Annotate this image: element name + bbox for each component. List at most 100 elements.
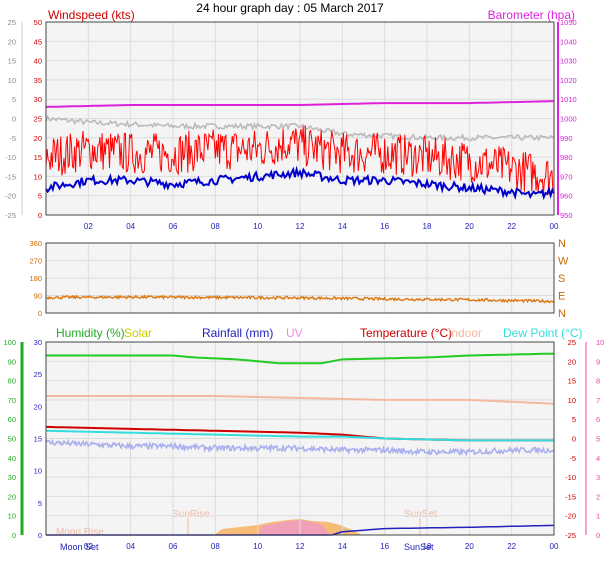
humidity-label: Humidity (%) xyxy=(56,326,125,340)
rainfall-label: Rainfall (mm) xyxy=(202,326,273,340)
outer-left-tick-label: 20 xyxy=(8,37,16,46)
x-tick-label: 16 xyxy=(380,222,389,231)
x-tick-label: 22 xyxy=(507,222,516,231)
x-tick-label: 00 xyxy=(550,542,559,551)
temperature-tick-label: 15 xyxy=(568,377,576,386)
x-tick-label: 10 xyxy=(253,222,262,231)
x-tick-label: 22 xyxy=(507,542,516,551)
compass-label: S xyxy=(558,273,565,285)
x-tick-label: 04 xyxy=(126,222,135,231)
barometer-tick-label: 1020 xyxy=(560,76,577,85)
humidity-tick-label: 0 xyxy=(12,531,16,540)
x-tick-label: 14 xyxy=(338,542,347,551)
temperature-panel-border xyxy=(45,341,555,536)
x-tick-label: 04 xyxy=(126,542,135,551)
barometer-tick-label: 960 xyxy=(560,192,573,201)
uv-tick-label: 8 xyxy=(596,377,600,386)
barometer-line xyxy=(45,100,555,108)
temperature-tick-label: -10 xyxy=(565,473,576,482)
temperature-tick-label: 10 xyxy=(568,396,576,405)
chart-title: 24 hour graph day : 05 March 2017 xyxy=(196,1,384,15)
moon-rise-annotation: Moon Rise xyxy=(56,527,104,538)
barometer-tick-label: 970 xyxy=(560,172,573,181)
wind-panel-border xyxy=(45,21,555,216)
windspeed-tick-label: 25 xyxy=(34,115,42,124)
temperature-tick-label: 5 xyxy=(572,415,576,424)
outer-left-tick-label: 0 xyxy=(12,115,16,124)
barometer-tick-label: 950 xyxy=(560,211,573,220)
x-tick-label: 08 xyxy=(211,542,220,551)
rainfall-tick-label: 0 xyxy=(38,531,42,540)
grey-trend-line xyxy=(45,114,555,142)
windspeed-tick-label: 30 xyxy=(34,95,42,104)
windspeed-tick-label: 45 xyxy=(34,37,42,46)
windspeed-tick-label: 0 xyxy=(38,211,42,220)
uv-tick-label: 2 xyxy=(596,492,600,501)
direction-tick-label: 0 xyxy=(38,309,42,318)
direction-tick-label: 180 xyxy=(29,274,42,283)
wind-gust-line xyxy=(45,125,555,196)
x-tick-label: 08 xyxy=(211,222,220,231)
windspeed-tick-label: 40 xyxy=(34,57,42,66)
compass-label: N xyxy=(558,238,566,250)
x-tick-label: 20 xyxy=(465,542,474,551)
uv-tick-label: 7 xyxy=(596,396,600,405)
barometer-label: Barometer (hpa) xyxy=(488,8,575,22)
humidity-tick-label: 100 xyxy=(3,338,16,347)
barometer-tick-label: 1000 xyxy=(560,115,577,124)
barometer-tick-label: 1030 xyxy=(560,57,577,66)
temperature-tick-label: -20 xyxy=(565,512,576,521)
feels-like-line xyxy=(45,438,555,457)
windspeed-tick-label: 5 xyxy=(38,192,42,201)
wind-average-line xyxy=(45,165,555,201)
windspeed-tick-label: 35 xyxy=(34,76,42,85)
temperature-tick-label: -5 xyxy=(569,454,576,463)
humidity-line xyxy=(46,352,555,365)
direction-tick-label: 270 xyxy=(29,257,42,266)
barometer-tick-label: 1050 xyxy=(560,18,577,27)
temperature-label: Temperature (°C) xyxy=(360,326,452,340)
rainfall-tick-label: 30 xyxy=(34,338,42,347)
uv-tick-label: 3 xyxy=(596,473,600,482)
x-tick-label: 06 xyxy=(169,542,178,551)
x-tick-label: 14 xyxy=(338,222,347,231)
x-tick-label: 18 xyxy=(423,542,432,551)
x-tick-label: 06 xyxy=(169,222,178,231)
barometer-tick-label: 990 xyxy=(560,134,573,143)
humidity-tick-label: 40 xyxy=(8,454,16,463)
humidity-tick-label: 60 xyxy=(8,415,16,424)
humidity-tick-label: 80 xyxy=(8,377,16,386)
outer-left-tick-label: -15 xyxy=(5,172,16,181)
windspeed-tick-label: 50 xyxy=(34,18,42,27)
direction-panel-border xyxy=(45,242,555,314)
temperature-tick-label: 25 xyxy=(568,338,576,347)
uv-tick-label: 5 xyxy=(596,435,600,444)
compass-label: E xyxy=(558,291,565,303)
barometer-tick-label: 1010 xyxy=(560,95,577,104)
uv-tick-label: 9 xyxy=(596,357,600,366)
x-tick-label: 20 xyxy=(465,222,474,231)
uv-tick-label: 6 xyxy=(596,415,600,424)
uv-label: UV xyxy=(286,326,303,340)
x-tick-label: 12 xyxy=(296,222,305,231)
moon-set-label: Moon Set xyxy=(60,542,99,552)
humidity-tick-label: 90 xyxy=(8,357,16,366)
uv-tick-label: 10 xyxy=(596,338,604,347)
outer-left-tick-label: -20 xyxy=(5,192,16,201)
humidity-tick-label: 50 xyxy=(8,435,16,444)
compass-label: W xyxy=(558,256,569,268)
x-tick-label: 16 xyxy=(380,542,389,551)
compass-label: N xyxy=(558,308,566,320)
barometer-tick-label: 1040 xyxy=(560,37,577,46)
dewpoint-label: Dew Point (°C) xyxy=(503,326,582,340)
windspeed-tick-label: 10 xyxy=(34,172,42,181)
humidity-tick-label: 70 xyxy=(8,396,16,405)
outer-left-tick-label: 25 xyxy=(8,18,16,27)
rainfall-tick-label: 15 xyxy=(34,435,42,444)
x-tick-label: 02 xyxy=(84,542,93,551)
outer-left-tick-label: -10 xyxy=(5,153,16,162)
barometer-tick-label: 980 xyxy=(560,153,573,162)
windspeed-tick-label: 15 xyxy=(34,153,42,162)
x-tick-label: 02 xyxy=(84,222,93,231)
sunset-annotation: SunSet xyxy=(404,509,437,520)
